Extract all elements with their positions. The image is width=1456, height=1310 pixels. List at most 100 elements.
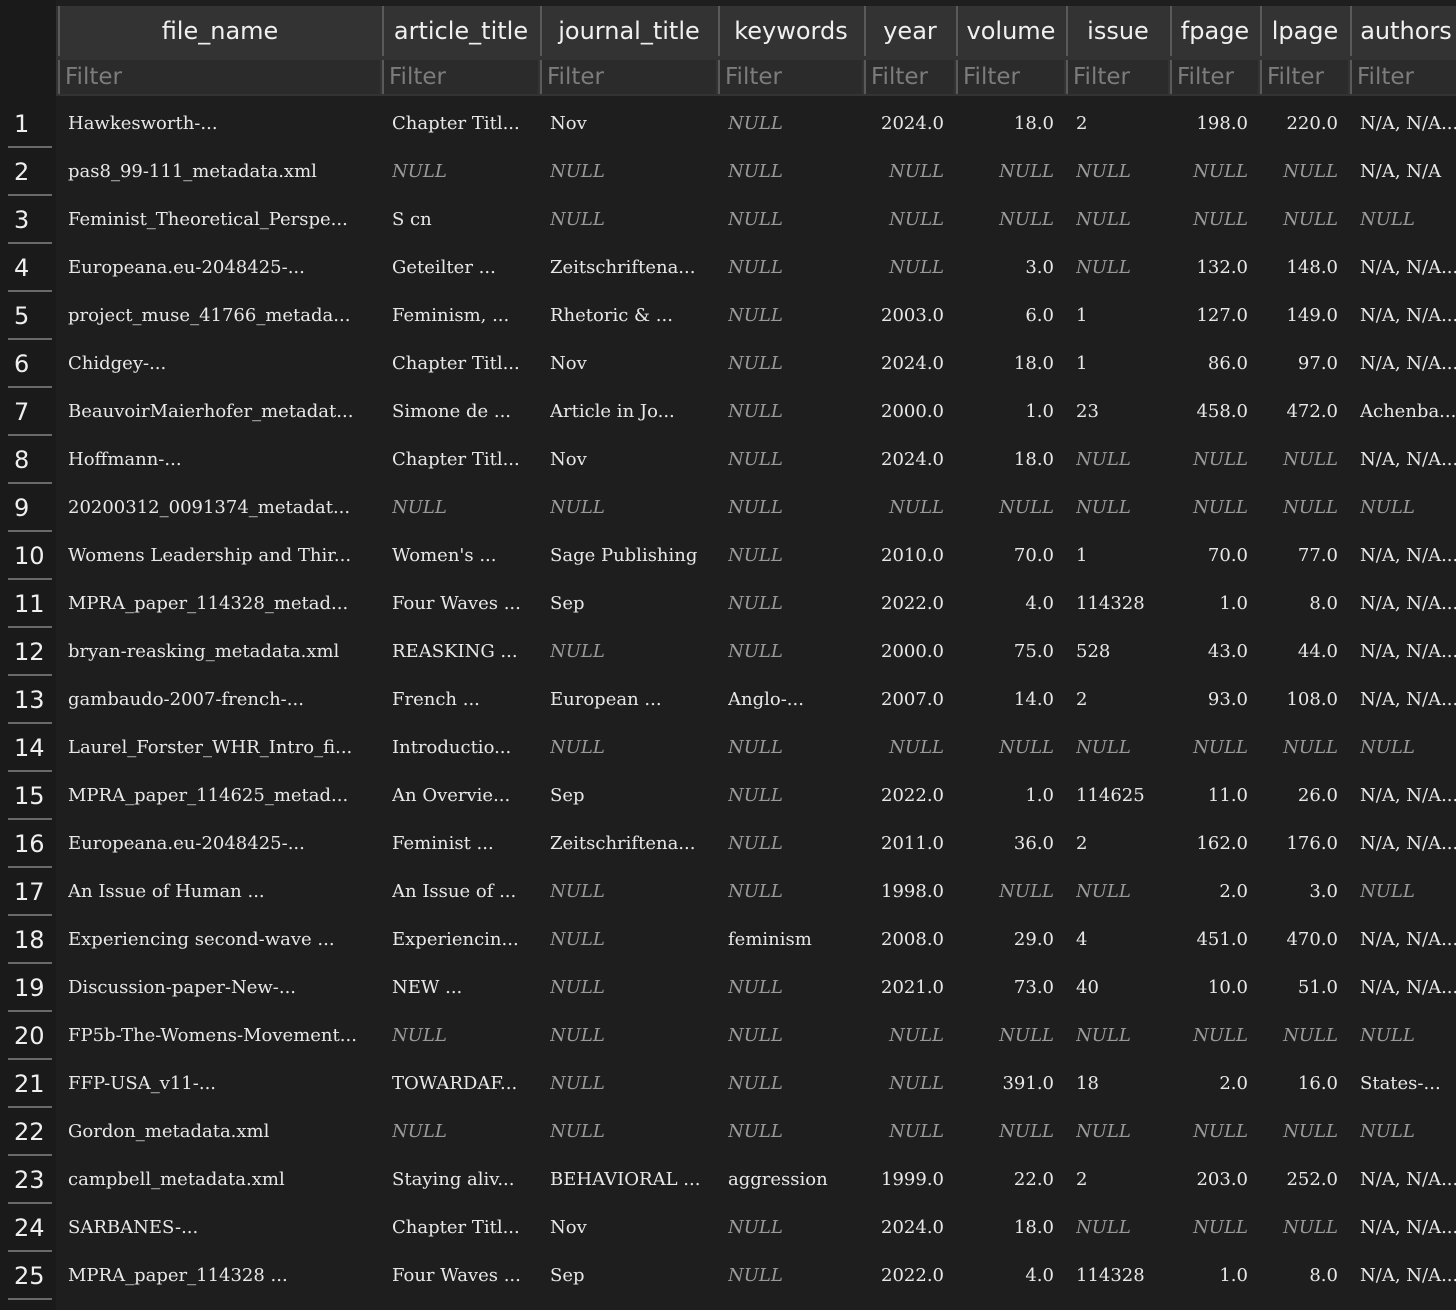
cell-issue[interactable]: 1 (1076, 353, 1088, 374)
row-number[interactable]: 9 (8, 484, 52, 532)
filter-input-keywords[interactable]: Filter (718, 60, 862, 94)
cell-year[interactable]: 2022.0 (881, 785, 944, 806)
cell-volume[interactable]: 22.0 (1013, 1169, 1054, 1190)
cell-year[interactable]: 2008.0 (881, 929, 944, 950)
column-header-article-title[interactable]: article_title (382, 6, 538, 56)
cell-volume[interactable]: 14.0 (1013, 689, 1054, 710)
cell-volume[interactable]: 1.0 (1025, 401, 1054, 422)
cell-keywords[interactable]: NULL (728, 1265, 783, 1286)
cell-keywords[interactable]: NULL (728, 1073, 783, 1094)
cell-keywords[interactable]: NULL (728, 1121, 783, 1142)
cell-journal-title[interactable]: NULL (550, 641, 605, 662)
cell-lpage[interactable]: 26.0 (1297, 785, 1338, 806)
row-number[interactable]: 18 (8, 916, 52, 964)
cell-volume[interactable]: 70.0 (1013, 545, 1054, 566)
cell-volume[interactable]: 73.0 (1013, 977, 1054, 998)
cell-authors[interactable]: N/A, N/A... (1360, 449, 1456, 470)
cell-lpage[interactable]: 97.0 (1297, 353, 1338, 374)
cell-article-title[interactable]: REASKING ... (392, 641, 518, 662)
cell-year[interactable]: NULL (889, 257, 944, 278)
cell-file-name[interactable]: BeauvoirMaierhofer_metadat... (68, 401, 354, 422)
cell-article-title[interactable]: Four Waves ... (392, 1265, 521, 1286)
column-header-fpage[interactable]: fpage (1170, 6, 1258, 56)
cell-year[interactable]: NULL (889, 737, 944, 758)
cell-journal-title[interactable]: Zeitschriftena... (550, 833, 696, 854)
cell-article-title[interactable]: Feminism, ... (392, 305, 510, 326)
cell-article-title[interactable]: NULL (392, 161, 447, 182)
cell-lpage[interactable]: NULL (1283, 1217, 1338, 1238)
cell-file-name[interactable]: bryan-reasking_metadata.xml (68, 641, 340, 662)
cell-volume[interactable]: 1.0 (1025, 785, 1054, 806)
row-number[interactable]: 16 (8, 820, 52, 868)
cell-keywords[interactable]: NULL (728, 977, 783, 998)
row-number[interactable]: 25 (8, 1252, 52, 1300)
cell-issue[interactable]: 2 (1076, 689, 1088, 710)
column-header-keywords[interactable]: keywords (718, 6, 862, 56)
cell-journal-title[interactable]: NULL (550, 737, 605, 758)
cell-authors[interactable]: N/A, N/A... (1360, 113, 1456, 134)
cell-file-name[interactable]: Laurel_Forster_WHR_Intro_fi... (68, 737, 353, 758)
row-number[interactable]: 10 (8, 532, 52, 580)
cell-volume[interactable]: 18.0 (1013, 113, 1054, 134)
cell-year[interactable]: NULL (889, 161, 944, 182)
cell-keywords[interactable]: feminism (728, 929, 812, 950)
cell-file-name[interactable]: Discussion-paper-New-... (68, 977, 297, 998)
cell-journal-title[interactable]: NULL (550, 929, 605, 950)
cell-lpage[interactable]: NULL (1283, 209, 1338, 230)
cell-year[interactable]: NULL (889, 1073, 944, 1094)
cell-issue[interactable]: 40 (1076, 977, 1099, 998)
cell-file-name[interactable]: Gordon_metadata.xml (68, 1121, 270, 1142)
cell-keywords[interactable]: NULL (728, 545, 783, 566)
cell-lpage[interactable]: 44.0 (1297, 641, 1338, 662)
cell-file-name[interactable]: MPRA_paper_114328_metad... (68, 593, 349, 614)
cell-issue[interactable]: 18 (1076, 1073, 1099, 1094)
row-number[interactable]: 20 (8, 1012, 52, 1060)
cell-fpage[interactable]: 162.0 (1196, 833, 1248, 854)
cell-year[interactable]: 2003.0 (881, 305, 944, 326)
cell-issue[interactable]: 2 (1076, 113, 1088, 134)
cell-lpage[interactable]: NULL (1283, 497, 1338, 518)
cell-file-name[interactable]: An Issue of Human ... (68, 881, 265, 902)
cell-issue[interactable]: 1 (1076, 545, 1088, 566)
cell-year[interactable]: 2022.0 (881, 593, 944, 614)
cell-journal-title[interactable]: Article in Jo... (550, 401, 675, 422)
cell-authors[interactable]: N/A, N/A (1360, 161, 1442, 182)
cell-year[interactable]: 2007.0 (881, 689, 944, 710)
cell-issue[interactable]: NULL (1076, 449, 1131, 470)
row-number[interactable]: 7 (8, 388, 52, 436)
cell-article-title[interactable]: Feminist ... (392, 833, 494, 854)
cell-lpage[interactable]: 108.0 (1286, 689, 1338, 710)
cell-issue[interactable]: 528 (1076, 641, 1111, 662)
cell-volume[interactable]: 75.0 (1013, 641, 1054, 662)
cell-authors[interactable]: NULL (1360, 209, 1415, 230)
cell-volume[interactable]: NULL (999, 1121, 1054, 1142)
cell-lpage[interactable]: 3.0 (1309, 881, 1338, 902)
cell-year[interactable]: 2024.0 (881, 353, 944, 374)
cell-journal-title[interactable]: NULL (550, 881, 605, 902)
cell-authors[interactable]: N/A, N/A... (1360, 929, 1456, 950)
cell-issue[interactable]: NULL (1076, 881, 1131, 902)
cell-issue[interactable]: 23 (1076, 401, 1099, 422)
cell-journal-title[interactable]: Nov (550, 1217, 587, 1238)
cell-lpage[interactable]: 8.0 (1309, 593, 1338, 614)
cell-year[interactable]: 2010.0 (881, 545, 944, 566)
cell-issue[interactable]: 114328 (1076, 593, 1145, 614)
row-number[interactable]: 2 (8, 148, 52, 196)
cell-article-title[interactable]: Women's ... (392, 545, 497, 566)
cell-volume[interactable]: 18.0 (1013, 353, 1054, 374)
cell-fpage[interactable]: 198.0 (1196, 113, 1248, 134)
cell-file-name[interactable]: MPRA_paper_114625_metad... (68, 785, 349, 806)
column-header-issue[interactable]: issue (1066, 6, 1168, 56)
cell-authors[interactable]: NULL (1360, 881, 1415, 902)
row-number[interactable]: 3 (8, 196, 52, 244)
cell-fpage[interactable]: 2.0 (1219, 881, 1248, 902)
cell-year[interactable]: 2024.0 (881, 1217, 944, 1238)
cell-issue[interactable]: 2 (1076, 1169, 1088, 1190)
cell-year[interactable]: 2024.0 (881, 449, 944, 470)
cell-journal-title[interactable]: Sep (550, 785, 585, 806)
cell-article-title[interactable]: Chapter Titl... (392, 353, 520, 374)
cell-year[interactable]: NULL (889, 1025, 944, 1046)
cell-fpage[interactable]: 2.0 (1219, 1073, 1248, 1094)
cell-issue[interactable]: NULL (1076, 161, 1131, 182)
cell-journal-title[interactable]: Sep (550, 1265, 585, 1286)
